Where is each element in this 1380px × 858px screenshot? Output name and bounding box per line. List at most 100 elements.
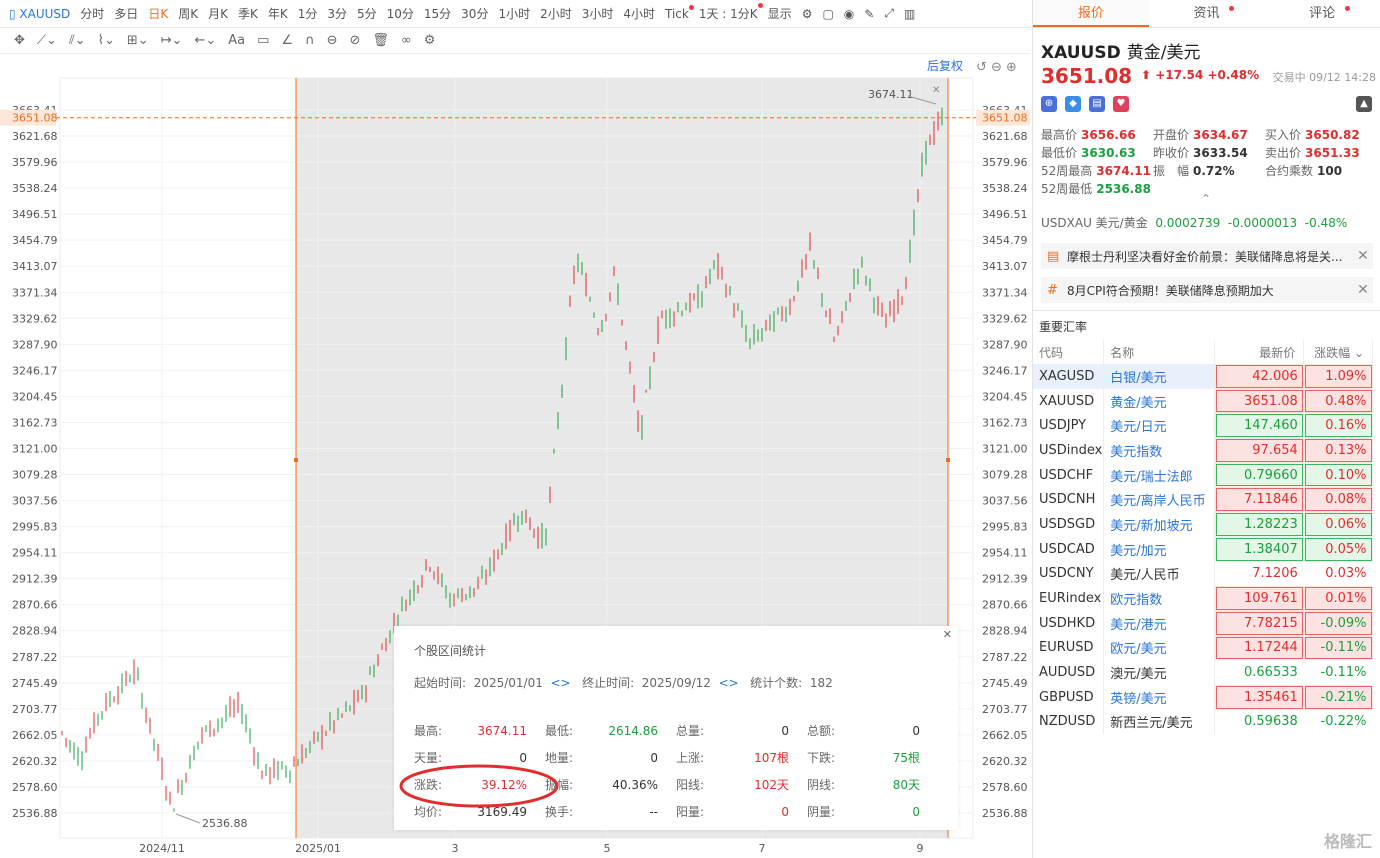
lock-icon[interactable]: ⊖ bbox=[326, 33, 338, 48]
table-row[interactable]: XAGUSD 白银/美元 42.006 1.09% bbox=[1033, 364, 1373, 389]
channel-tool-icon[interactable]: ⫽⌄ bbox=[68, 33, 86, 48]
tab-2[interactable]: 评论 bbox=[1264, 0, 1380, 27]
period-7[interactable]: 1分 bbox=[297, 7, 318, 21]
table-row[interactable]: USDCHF 美元/瑞士法郎 0.79660 0.10% bbox=[1033, 462, 1373, 488]
table-cell: EURindex bbox=[1033, 586, 1105, 611]
tab-1[interactable]: 资讯 bbox=[1149, 0, 1265, 27]
trash-icon[interactable]: 🗑 bbox=[372, 33, 389, 48]
quote-stat: 买入价 3650.82 bbox=[1265, 128, 1360, 142]
usdxau-row[interactable]: USDXAU 美元/黄金 0.0002739 -0.0000013 -0.48% bbox=[1041, 216, 1348, 230]
table-row[interactable]: USDCNH 美元/离岸人民币 7.11846 0.08% bbox=[1033, 487, 1373, 513]
table-row[interactable]: GBPUSD 英镑/美元 1.35461 -0.21% bbox=[1033, 684, 1373, 710]
symbol-selector[interactable]: ▯ XAUUSD bbox=[9, 6, 71, 21]
fullscreen-icon[interactable]: ⤢ bbox=[884, 6, 894, 20]
popup-title: 个股区间统计 bbox=[414, 644, 487, 658]
table-row[interactable]: USDSGD 美元/新加坡元 1.28223 0.06% bbox=[1033, 512, 1373, 537]
y-tick-label: 2954.11 bbox=[982, 547, 1028, 560]
table-row[interactable]: USDHKD 美元/港元 7.78215 -0.09% bbox=[1033, 610, 1373, 636]
y-tick-label: 2745.49 bbox=[12, 677, 58, 690]
adjust-toggle[interactable]: 后复权 bbox=[927, 59, 963, 73]
layout-icon[interactable]: ▢ bbox=[822, 6, 834, 21]
fx-header[interactable]: 涨跌幅 ⌄ bbox=[1303, 340, 1373, 364]
range-handle bbox=[294, 458, 298, 462]
period-6[interactable]: 年K bbox=[267, 7, 288, 21]
period-5[interactable]: 季K bbox=[237, 7, 258, 21]
table-row[interactable]: EURUSD 欧元/美元 1.17244 -0.11% bbox=[1033, 635, 1373, 661]
table-row[interactable]: USDJPY 美元/日元 147.460 0.16% bbox=[1033, 413, 1373, 439]
close-icon[interactable]: ✕ bbox=[942, 628, 952, 641]
period-13[interactable]: 1小时 bbox=[498, 7, 531, 21]
period-11[interactable]: 15分 bbox=[423, 7, 452, 21]
tag-icon[interactable]: ◆ bbox=[1065, 96, 1081, 112]
fib-tool-icon[interactable]: ⊞⌄ bbox=[126, 33, 149, 48]
table-cell: 0.05% bbox=[1303, 536, 1373, 562]
book-icon[interactable]: ▤ bbox=[1089, 96, 1105, 112]
period-16[interactable]: 4小时 bbox=[623, 7, 656, 21]
camera-icon[interactable]: ◉ bbox=[843, 6, 855, 21]
period-12[interactable]: 30分 bbox=[461, 7, 489, 21]
stat-cell: 涨跌: 39.12% bbox=[414, 778, 527, 792]
period-4[interactable]: 月K bbox=[208, 7, 228, 21]
x-tick-label: 3 bbox=[452, 842, 459, 855]
settings-icon[interactable]: ⚙ bbox=[423, 33, 436, 48]
bell-icon[interactable]: ▲ bbox=[1356, 96, 1372, 112]
close-icon[interactable]: ✕ bbox=[1357, 282, 1369, 298]
arrow-tool-icon[interactable]: ←⌄ bbox=[194, 33, 217, 48]
period-0[interactable]: 分时 bbox=[80, 7, 105, 21]
table-row[interactable]: USDindex 美元指数 97.654 0.13% bbox=[1033, 438, 1373, 463]
table-cell: EURUSD bbox=[1033, 635, 1105, 661]
text-tool-icon[interactable]: Aa bbox=[228, 33, 246, 48]
period-18[interactable]: 1天 : 1分K bbox=[694, 3, 763, 22]
period-14[interactable]: 2小时 bbox=[540, 7, 572, 21]
table-row[interactable]: AUDUSD 澳元/美元 0.66533 -0.11% bbox=[1033, 660, 1373, 685]
line-tool-icon[interactable]: ⟋⌄ bbox=[36, 33, 57, 48]
magnet-icon[interactable]: ∩ bbox=[305, 33, 315, 48]
heart-icon[interactable]: ♥ bbox=[1113, 96, 1129, 112]
settings-icon[interactable]: ⚙ bbox=[801, 6, 813, 21]
fx-header[interactable]: 最新价 bbox=[1214, 340, 1305, 364]
fx-title: 重要汇率 bbox=[1039, 320, 1088, 334]
wave-tool-icon[interactable]: ⌇⌄ bbox=[97, 33, 115, 48]
globe-icon[interactable]: ⊕ bbox=[1041, 96, 1057, 112]
tab-0[interactable]: 报价 bbox=[1033, 0, 1149, 27]
news-item[interactable]: #8月CPI符合预期！美联储降息预期加大 ✕ bbox=[1041, 277, 1373, 303]
table-cell: 美元指数 bbox=[1103, 438, 1216, 463]
period-19[interactable]: 显示 bbox=[767, 7, 792, 21]
end-date[interactable]: 2025/09/12 bbox=[641, 676, 711, 690]
period-10[interactable]: 10分 bbox=[386, 7, 414, 21]
news-item[interactable]: ▤ 摩根士丹利坚决看好金价前景：美联储降息将是关... ✕ bbox=[1041, 243, 1373, 269]
period-2[interactable]: 日K bbox=[148, 7, 169, 21]
comment-tool-icon[interactable]: ▭ bbox=[257, 33, 270, 48]
crosshair-icon[interactable]: ✥ bbox=[14, 33, 25, 48]
angle-tool-icon[interactable]: ∠ bbox=[281, 33, 294, 48]
period-9[interactable]: 5分 bbox=[356, 7, 377, 21]
pen-icon[interactable]: ✎ bbox=[864, 6, 875, 21]
table-row[interactable]: XAUUSD 黄金/美元 3651.08 0.48% bbox=[1033, 388, 1373, 414]
link-icon[interactable]: ∞ bbox=[400, 33, 412, 48]
y-tick-label: 3329.62 bbox=[982, 312, 1028, 325]
zoom-controls-icon[interactable]: ↺ ⊖ ⊕ bbox=[976, 60, 1017, 75]
table-row[interactable]: USDCAD 美元/加元 1.38407 0.05% bbox=[1033, 536, 1373, 562]
period-1[interactable]: 多日 bbox=[114, 7, 139, 21]
measure-tool-icon[interactable]: ↦⌄ bbox=[160, 33, 183, 48]
close-icon[interactable]: ✕ bbox=[1357, 248, 1369, 264]
table-cell: NZDUSD bbox=[1033, 709, 1105, 735]
table-row[interactable]: EURindex 欧元指数 109.761 0.01% bbox=[1033, 586, 1373, 611]
period-3[interactable]: 周K bbox=[178, 7, 199, 21]
stat-cell: 地量: 0 bbox=[545, 751, 658, 765]
collapse-icon[interactable]: ⌃ bbox=[1201, 192, 1212, 206]
table-row[interactable]: NZDUSD 新西兰元/美元 0.59638 -0.22% bbox=[1033, 709, 1373, 735]
table-cell: 美元/人民币 bbox=[1103, 561, 1216, 587]
highlight-ellipse bbox=[399, 764, 559, 808]
panel-icon[interactable]: ▥ bbox=[903, 6, 916, 21]
period-17[interactable]: Tick bbox=[660, 4, 694, 21]
period-15[interactable]: 3小时 bbox=[581, 7, 614, 21]
stat-cell: 阴线: 80天 bbox=[807, 778, 920, 792]
y-tick-label: 3621.68 bbox=[12, 130, 58, 143]
y-tick-label: 3204.45 bbox=[12, 390, 58, 403]
period-8[interactable]: 3分 bbox=[327, 7, 347, 21]
hide-icon[interactable]: ⊘ bbox=[349, 33, 361, 48]
table-cell: 欧元指数 bbox=[1103, 586, 1216, 611]
table-row[interactable]: USDCNY 美元/人民币 7.1206 0.03% bbox=[1033, 561, 1373, 587]
start-date[interactable]: 2025/01/01 bbox=[473, 676, 543, 690]
